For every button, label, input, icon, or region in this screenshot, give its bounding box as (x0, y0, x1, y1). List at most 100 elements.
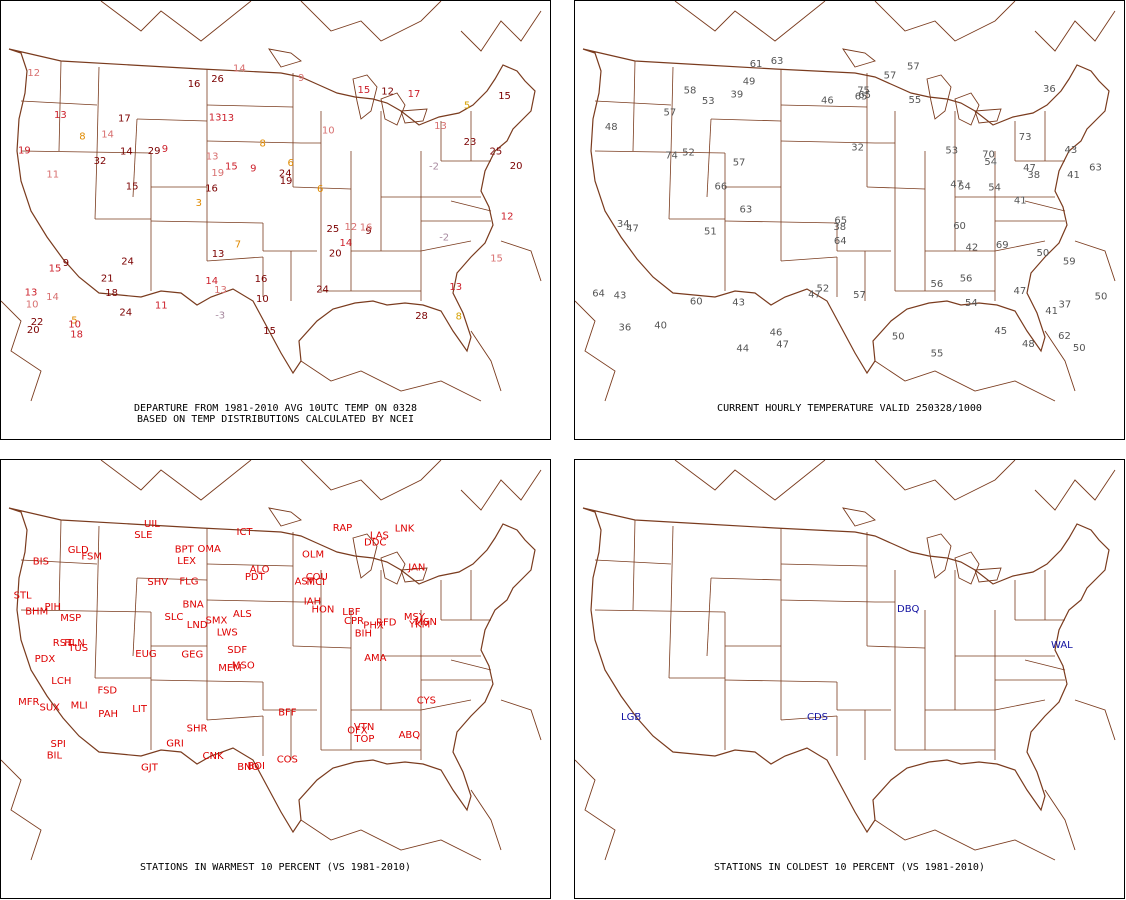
temperature-value-label: 50 (1073, 343, 1086, 354)
departure-value-label: 13 (212, 249, 225, 260)
departure-value-label: 14 (120, 147, 133, 158)
map-boundary (724, 679, 838, 683)
departure-value-label: 11 (46, 169, 59, 180)
map-boundary (1034, 469, 1116, 511)
map-boundary (8, 48, 536, 375)
warm-station-label: COU (306, 572, 328, 583)
warm-station-label: LWS (217, 628, 238, 639)
departure-caption-line2: BASED ON TEMP DISTRIBUTIONS CALCULATED B… (137, 414, 414, 425)
departure-value-label: 14 (340, 238, 353, 249)
map-boundary (1034, 10, 1116, 52)
warm-station-label: FSM (81, 551, 102, 562)
temperature-value-label: 52 (682, 147, 695, 158)
departure-value-label: 28 (415, 311, 428, 322)
warm-station-label: BNO (237, 762, 259, 773)
departure-value-label: -3 (215, 311, 225, 322)
departure-value-label: 26 (211, 74, 224, 85)
departure-value-label: 22 (31, 317, 44, 328)
temperature-value-label: 38 (1027, 170, 1040, 181)
map-boundary (450, 200, 492, 212)
temperature-value-label: 57 (907, 61, 920, 72)
map-boundary (380, 551, 406, 585)
cold-station-label: WAL (1051, 640, 1073, 651)
map-boundary (132, 118, 138, 198)
map-boundary (780, 256, 838, 262)
warm-station-label: GEG (181, 649, 203, 660)
departure-value-label: 20 (510, 161, 523, 172)
temperature-value-label: 57 (853, 290, 866, 301)
temperature-value-label: 55 (909, 95, 922, 106)
map-boundary (420, 699, 472, 711)
map-boundary (594, 609, 726, 613)
temperature-value-label: 38 (833, 222, 846, 233)
map-boundary (94, 611, 98, 679)
temperature-value-label: 75 (857, 86, 870, 97)
departure-value-label: 24 (279, 169, 292, 180)
map-boundary (780, 104, 868, 108)
map-boundary (874, 819, 1056, 861)
map-boundary (470, 330, 502, 392)
warm-station-label: EUG (135, 649, 156, 660)
map-boundary (58, 519, 62, 611)
warm-station-label: SUX (40, 703, 61, 714)
map-boundary (20, 559, 98, 565)
warm-station-label: FSD (98, 685, 118, 696)
map-boundary (352, 74, 378, 120)
temperature-value-label: 54 (965, 298, 978, 309)
map-boundary (136, 577, 208, 581)
temperature-value-label: 43 (732, 298, 745, 309)
warm-station-label: BNA (183, 600, 204, 611)
warm-station-label: COS (277, 755, 298, 766)
temperature-value-label: 66 (715, 182, 728, 193)
warm-station-label: OFX (347, 726, 368, 737)
temperature-value-label: 39 (731, 90, 744, 101)
departure-value-label: 16 (255, 274, 268, 285)
warm-station-label: BPT (175, 545, 195, 556)
us-basemap (575, 1, 1116, 402)
map-boundary (1024, 659, 1066, 671)
departure-value-label: 15 (263, 326, 276, 337)
map-boundary (866, 186, 926, 190)
temperature-value-label: 74 (665, 150, 678, 161)
map-boundary (594, 559, 672, 565)
map-boundary (292, 186, 352, 190)
temperature-value-label: 70 (982, 150, 995, 161)
map-boundary (575, 300, 616, 402)
warm-station-label: BHM (25, 607, 48, 618)
map-boundary (668, 611, 672, 679)
map-boundary (206, 140, 302, 144)
map-boundary (575, 759, 616, 861)
map-boundary (460, 469, 542, 511)
departure-value-label: 6 (317, 184, 323, 195)
warm-station-label: SLE (134, 530, 152, 541)
warm-station-label: PAH (98, 709, 118, 720)
warm-station-label: IAH (304, 597, 321, 608)
temperature-value-label: 36 (619, 323, 632, 334)
map-boundary (1024, 200, 1066, 212)
map-boundary (100, 1, 252, 42)
map-boundary (842, 507, 876, 527)
warm-station-label: GLD (68, 545, 89, 556)
warm-station-label: MCI (307, 577, 326, 588)
temperature-value-label: 63 (771, 56, 784, 67)
map-boundary (632, 60, 636, 152)
departure-value-label: 9 (162, 144, 168, 155)
warm-station-label: LIT (132, 704, 148, 715)
map-boundary (96, 66, 100, 154)
map-boundary (710, 118, 782, 122)
warm-station-label: STL (14, 590, 32, 601)
departure-value-label: -2 (439, 233, 449, 244)
temperature-value-label: 44 (736, 344, 749, 355)
temperature-value-label: 41 (1045, 306, 1058, 317)
us-basemap (575, 460, 1116, 861)
warm-station-label: CPR (344, 616, 364, 627)
warm-station-label: SDF (227, 645, 247, 656)
temperature-value-label: 62 (1058, 331, 1071, 342)
warm-station-label: RFD (376, 618, 397, 629)
departure-value-label: 14 (205, 276, 218, 287)
departure-value-label: 12 (345, 222, 358, 233)
map-boundary (874, 460, 1016, 501)
departure-value-label: 11 (155, 301, 168, 312)
temperature-value-label: 32 (851, 143, 864, 154)
departure-value-label: 19 (280, 176, 293, 187)
